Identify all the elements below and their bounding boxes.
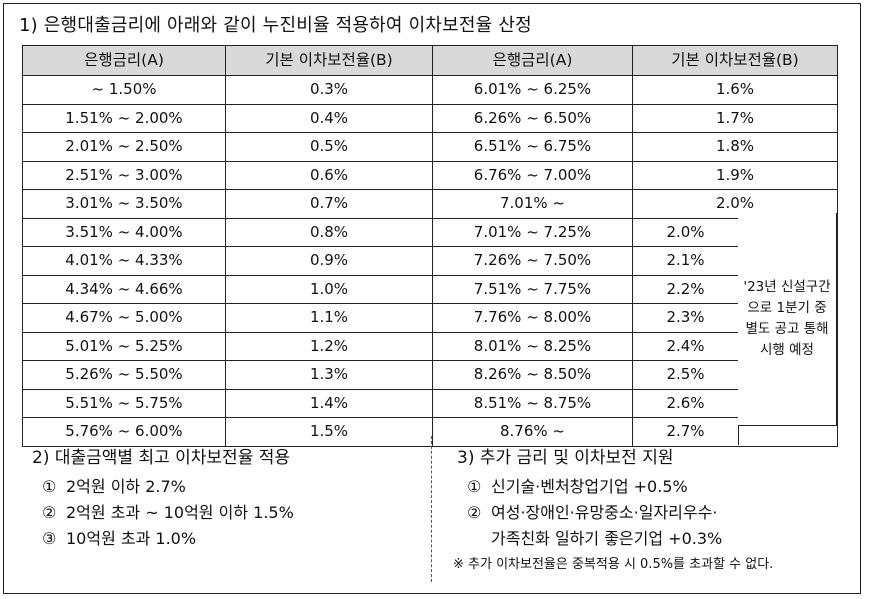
subsidy-rate-cell: 0.6% xyxy=(225,160,433,190)
table-row: 1.51% ~ 2.00% 0.4% 6.26% ~ 6.50% 1.7% xyxy=(22,103,838,133)
subsidy-rate-cell: 1.5% xyxy=(225,417,433,447)
table-row: 5.51% ~ 5.75% 1.4% 8.51% ~ 8.75% 2.6% xyxy=(22,388,838,418)
list-item: ① 2억원 이하 2.7% xyxy=(42,477,186,496)
note-text: '23년 신설구간으로 1분기 중 별도 공고 통해 시행 예정 xyxy=(743,279,831,358)
table-row: 3.01% ~ 3.50% 0.7% 7.01% ~ 2.0% xyxy=(22,189,838,219)
subsidy-rate-cell: 2.4% xyxy=(634,332,739,360)
bank-rate-cell: 6.76% ~ 7.00% xyxy=(432,160,633,190)
section1-heading: 1) 은행대출금리에 아래와 같이 누진비율 적용하여 이차보전율 산정 xyxy=(19,15,532,36)
section2-title: 2) 대출금액별 최고 이차보전율 적용 xyxy=(32,448,291,468)
header-base-subsidy-2: 기본 이차보전율(B) xyxy=(632,45,838,76)
bank-rate-cell: 6.01% ~ 6.25% xyxy=(432,75,633,105)
section3-title: 3) 추가 금리 및 이차보전 지원 xyxy=(457,448,674,468)
bank-rate-cell: 2.51% ~ 3.00% xyxy=(22,160,226,190)
subsidy-rate-cell: 1.1% xyxy=(225,303,433,333)
bank-rate-cell: 7.51% ~ 7.75% xyxy=(432,274,633,304)
bank-rate-cell: ~ 1.50% xyxy=(22,75,226,105)
section3: 3) 추가 금리 및 이차보전 지원 ① 신기술·벤처창업기업 +0.5% ② 여성… xyxy=(447,446,857,576)
bank-rate-cell: 3.01% ~ 3.50% xyxy=(22,189,226,219)
bank-rate-cell: 8.01% ~ 8.25% xyxy=(432,331,633,361)
subsidy-rate-cell: 2.6% xyxy=(634,389,739,417)
subsidy-rate-cell: 2.3% xyxy=(634,304,739,332)
bank-rate-cell: 4.34% ~ 4.66% xyxy=(22,274,226,304)
subsidy-rate-cell: 2.1% xyxy=(634,247,739,275)
bank-rate-cell: 3.51% ~ 4.00% xyxy=(22,217,226,247)
list-item: ① 신기술·벤처창업기업 +0.5% xyxy=(467,477,688,496)
bank-rate-cell: 4.67% ~ 5.00% xyxy=(22,303,226,333)
footnote: ※ 추가 이차보전율은 중복적용 시 0.5%를 초과할 수 없다. xyxy=(453,557,774,572)
subsidy-rate-cell: 0.4% xyxy=(225,103,433,133)
subsidy-rate-cell: 0.5% xyxy=(225,132,433,162)
subsidy-rate-cell: 1.3% xyxy=(225,360,433,390)
bank-rate-cell: 1.51% ~ 2.00% xyxy=(22,103,226,133)
subsidy-rate-cell: 0.3% xyxy=(225,75,433,105)
subsidy-rate-cell: 1.8% xyxy=(632,132,838,162)
bank-rate-cell: 7.01% ~ 7.25% xyxy=(432,217,633,247)
bank-rate-cell: 4.01% ~ 4.33% xyxy=(22,246,226,276)
subsidy-rate-cell: 1.2% xyxy=(225,331,433,361)
table-row: 5.01% ~ 5.25% 1.2% 8.01% ~ 8.25% 2.4% xyxy=(22,331,838,361)
table-row: 4.67% ~ 5.00% 1.1% 7.76% ~ 8.00% 2.3% xyxy=(22,303,838,333)
bank-rate-cell: 6.51% ~ 6.75% xyxy=(432,132,633,162)
list-item: ② 여성·장애인·유망중소·일자리우수· xyxy=(467,503,718,522)
table-row: 4.01% ~ 4.33% 0.9% 7.26% ~ 7.50% 2.1% xyxy=(22,246,838,276)
interest-rate-table: 은행금리(A) 기본 이차보전율(B) 은행금리(A) 기본 이차보전율(B) … xyxy=(22,45,838,447)
subsidy-rate-cell: 1.9% xyxy=(632,160,838,190)
table-row: 4.34% ~ 4.66% 1.0% 7.51% ~ 7.75% 2.2% xyxy=(22,274,838,304)
section-divider xyxy=(431,436,432,582)
subsidy-rate-cell: 1.4% xyxy=(225,388,433,418)
table-row: 5.26% ~ 5.50% 1.3% 8.26% ~ 8.50% 2.5% xyxy=(22,360,838,390)
subsidy-rate-cell: 2.2% xyxy=(634,275,739,303)
table-row: 3.51% ~ 4.00% 0.8% 7.01% ~ 7.25% 2.0% xyxy=(22,217,838,247)
subsidy-rate-cell: 2.0% xyxy=(634,218,739,246)
subsidy-rate-cell: 1.7% xyxy=(632,103,838,133)
bank-rate-cell: 7.26% ~ 7.50% xyxy=(432,246,633,276)
subsidy-rate-cell: 1.6% xyxy=(632,75,838,105)
header-base-subsidy-1: 기본 이차보전율(B) xyxy=(225,45,433,76)
bank-rate-cell: 5.76% ~ 6.00% xyxy=(22,417,226,447)
table-row: ~ 1.50% 0.3% 6.01% ~ 6.25% 1.6% xyxy=(22,75,838,105)
table-row: 5.76% ~ 6.00% 1.5% 8.76% ~ 2.7% xyxy=(22,417,838,447)
list-item: ③ 10억원 초과 1.0% xyxy=(42,529,197,548)
table-header-row: 은행금리(A) 기본 이차보전율(B) 은행금리(A) 기본 이차보전율(B) xyxy=(22,45,838,76)
list-item: ② 2억원 초과 ~ 10억원 이하 1.5% xyxy=(42,503,294,522)
header-bank-rate-2: 은행금리(A) xyxy=(432,45,633,76)
subsidy-rate-cell: 0.9% xyxy=(225,246,433,276)
bank-rate-cell: 5.01% ~ 5.25% xyxy=(22,331,226,361)
bank-rate-cell: 6.26% ~ 6.50% xyxy=(432,103,633,133)
table-row: 2.01% ~ 2.50% 0.5% 6.51% ~ 6.75% 1.8% xyxy=(22,132,838,162)
document-frame xyxy=(3,3,861,594)
bank-rate-cell: 8.76% ~ xyxy=(432,417,633,447)
bank-rate-cell: 7.76% ~ 8.00% xyxy=(432,303,633,333)
bank-rate-cell: 2.01% ~ 2.50% xyxy=(22,132,226,162)
subsidy-rate-cell: 2.5% xyxy=(634,361,739,389)
section2: 2) 대출금액별 최고 이차보전율 적용 ① 2억원 이하 2.7% ② 2억원 초… xyxy=(22,446,422,552)
subsidy-rate-cell: 0.7% xyxy=(225,189,433,219)
bank-rate-cell: 5.26% ~ 5.50% xyxy=(22,360,226,390)
new-bracket-note: '23년 신설구간으로 1분기 중 별도 공고 통해 시행 예정 xyxy=(738,213,837,426)
list-item-continuation: 가족친화 일하기 좋은기업 +0.3% xyxy=(491,529,723,548)
bank-rate-cell: 7.01% ~ xyxy=(432,189,633,219)
subsidy-rate-cell: 0.8% xyxy=(225,217,433,247)
bank-rate-cell: 5.51% ~ 5.75% xyxy=(22,388,226,418)
subsidy-rate-cell: 1.0% xyxy=(225,274,433,304)
subsidy-rate-cell: 2.7% xyxy=(634,418,739,446)
header-bank-rate-1: 은행금리(A) xyxy=(22,45,226,76)
table-row: 2.51% ~ 3.00% 0.6% 6.76% ~ 7.00% 1.9% xyxy=(22,160,838,190)
bank-rate-cell: 8.51% ~ 8.75% xyxy=(432,388,633,418)
bank-rate-cell: 8.26% ~ 8.50% xyxy=(432,360,633,390)
